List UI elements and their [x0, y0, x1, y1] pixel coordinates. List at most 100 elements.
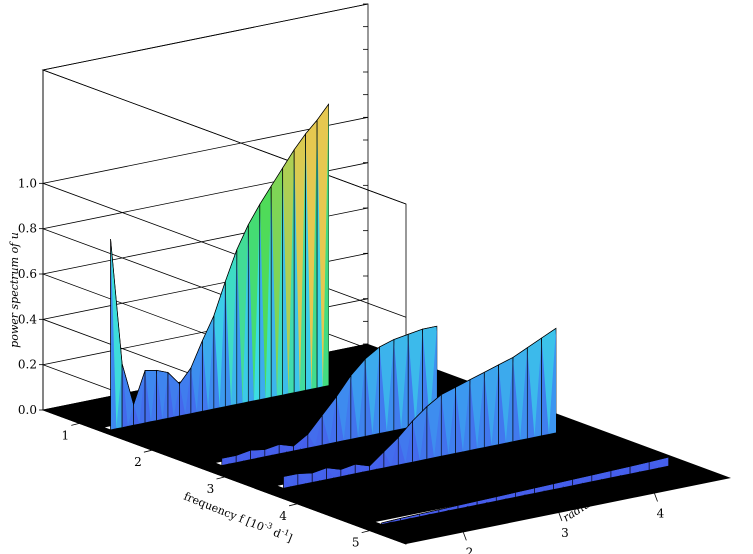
- ribbon-panel-shade: [236, 249, 243, 404]
- ribbon-panel-shade: [343, 375, 351, 441]
- z-tick-label: 0.4: [18, 312, 37, 326]
- ribbon-panel-shade: [225, 281, 232, 407]
- ribbon-panel-shade: [312, 473, 320, 482]
- ribbon-panel-shade: [250, 450, 258, 460]
- ribbon-panel-shade: [305, 473, 313, 484]
- ribbon-panel-shade: [515, 492, 525, 497]
- z-grid-line: [41, 3, 407, 205]
- ribbon-panel-shade: [271, 186, 277, 397]
- x-tick-label: 5: [352, 536, 360, 550]
- ribbon-panel-shade: [524, 488, 535, 495]
- ribbon-panel-shade: [601, 470, 611, 480]
- ribbon-panel-shade: [410, 514, 420, 519]
- ribbon-panel-shade: [265, 186, 272, 399]
- ribbon-panel-shade: [505, 492, 516, 499]
- ribbon-panel-shade: [219, 281, 226, 408]
- ribbon-panel-shade: [243, 450, 251, 461]
- ribbon-top-edge: [283, 328, 557, 477]
- ribbon-panel-shade: [133, 404, 140, 425]
- ribbon-panel-shade: [448, 387, 456, 455]
- ribbon-panel-shade: [381, 522, 392, 524]
- ribbon-panel-shade: [419, 514, 430, 517]
- ribbon-panel-shade: [383, 451, 392, 468]
- ribbon-panel-shade: [591, 475, 602, 482]
- ribbon-panel-shade: [534, 488, 545, 493]
- ribbon-panel-shade: [649, 461, 659, 470]
- ribbon-panel-shade: [259, 204, 266, 400]
- x-tick-mark: [361, 530, 370, 533]
- ribbon-panel-shade: [441, 394, 449, 456]
- ribbon-panel-shade: [477, 501, 487, 505]
- ribbon-panel-shade: [639, 461, 650, 472]
- ribbon-panel-shade: [122, 363, 128, 428]
- ribbon-panel-shade: [288, 149, 295, 394]
- ribbon-panel-shade: [412, 420, 420, 462]
- ribbon-panel-shade: [408, 334, 416, 428]
- z-tick-label: 0.2: [18, 358, 37, 372]
- ribbon-panel-shade: [317, 120, 323, 388]
- ribbon-panel-shade: [231, 249, 237, 405]
- ribbon-panel-shade: [358, 358, 366, 438]
- ribbon-panel-shade: [582, 475, 592, 484]
- ribbon-panel-shade: [391, 437, 399, 466]
- ribbon-panel-shade: [541, 338, 549, 436]
- ribbon-panel-shade: [379, 346, 387, 433]
- ribbon-panel-shade: [257, 449, 265, 458]
- ribbon-series: [104, 103, 669, 525]
- ribbon-panel-shade: [505, 357, 513, 443]
- ribbon-panel-shade: [350, 375, 359, 439]
- ribbon-panel-shade: [145, 370, 151, 423]
- ribbon-panel-shade: [658, 457, 669, 468]
- z-tick-label: 0.6: [18, 267, 37, 281]
- ribbon-panel-shade: [279, 444, 287, 454]
- y-tick-label: 4: [657, 507, 665, 521]
- ribbon-panel-shade: [179, 383, 186, 416]
- ribbon-panel-shade: [527, 347, 535, 439]
- ribbon-panel-shade: [290, 473, 298, 487]
- ribbon-panel-shade: [264, 449, 272, 457]
- y-tick-mark: [558, 512, 563, 522]
- ribbon-panel-shade: [469, 379, 478, 450]
- z-axis-label: power spectrum of u: [8, 232, 21, 348]
- x-tick-label: 2: [134, 455, 142, 469]
- ribbon-panel-shade: [362, 465, 370, 472]
- x-tick-mark: [71, 423, 80, 426]
- ribbon-panel-shade: [299, 133, 306, 392]
- ribbon-panel-shade: [162, 372, 168, 419]
- ribbon-panel-shade: [448, 505, 458, 511]
- ribbon-panel-shade: [458, 505, 468, 509]
- ribbon-panel-shade: [496, 496, 506, 501]
- ribbon-panel-shade: [434, 394, 442, 458]
- ribbon-panel-shade: [405, 420, 413, 464]
- ribbon-panel-shade: [544, 483, 554, 491]
- ribbon-panel-shade: [348, 464, 356, 475]
- ribbon-panel-shade: [173, 383, 180, 417]
- ribbon-panel-shade: [611, 470, 621, 478]
- ribbon-panel-shade: [297, 473, 306, 485]
- ribbon-panel-shade: [467, 501, 478, 507]
- ribbon-panel-shade: [190, 367, 197, 414]
- ribbon-panel-shade: [315, 415, 323, 447]
- ribbon-panel-shade: [477, 372, 485, 449]
- ribbon-frequency-1: [104, 103, 329, 430]
- ribbon-panel-shade: [398, 437, 406, 465]
- ribbon-panel-shade: [401, 334, 409, 429]
- ribbon-panel-shade: [213, 315, 220, 409]
- ribbon-panel-shade: [293, 446, 301, 451]
- ribbon-panel-shade: [319, 467, 327, 481]
- ribbon-panel-shade: [630, 466, 640, 474]
- ribbon-panel-shade: [572, 479, 583, 486]
- ribbon-panel-shade: [229, 455, 237, 464]
- ribbon-panel-shade: [438, 509, 449, 513]
- ribbon-panel-shade: [491, 364, 499, 446]
- ribbon-panel-shade: [336, 396, 344, 442]
- ribbon-panel-shade: [150, 370, 157, 422]
- ribbon-panel-shade: [168, 372, 174, 418]
- ribbon-panel-shade: [498, 364, 506, 445]
- ribbon-panel-shade: [422, 329, 430, 425]
- ribbon-panel-shade: [520, 347, 528, 440]
- ribbon-panel-shade: [305, 133, 312, 390]
- ribbon-panel-shade: [300, 434, 308, 450]
- ribbon-panel-shade: [326, 467, 334, 480]
